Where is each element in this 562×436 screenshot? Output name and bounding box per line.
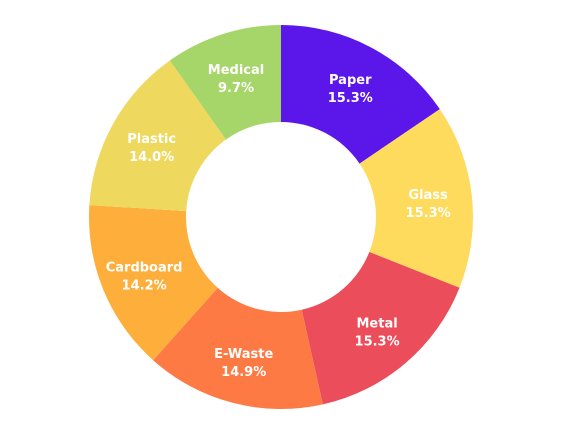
- slice-label-medical: Medical: [208, 63, 264, 78]
- slice-glass: [359, 109, 473, 288]
- slice-medical: [169, 25, 281, 140]
- slice-value-label-medical: 9.7%: [218, 81, 254, 96]
- slice-value-label-metal: 15.3%: [355, 335, 400, 350]
- slice-e-waste: [153, 287, 323, 409]
- slice-plastic: [89, 60, 226, 212]
- slice-metal: [301, 251, 460, 405]
- slices-layer: [89, 25, 473, 409]
- slice-label-glass: Glass: [408, 188, 448, 203]
- slice-value-label-paper: 15.3%: [328, 91, 373, 106]
- slice-label-metal: Metal: [356, 317, 397, 332]
- slice-value-label-plastic: 14.0%: [129, 150, 174, 165]
- labels-layer: Paper 15.3% Glass 15.3% Metal 15.3% E-Waste 14.…: [106, 63, 451, 380]
- slice-label-e-waste: E-Waste: [214, 347, 273, 362]
- slice-cardboard: [89, 205, 218, 361]
- slice-paper: [281, 25, 440, 164]
- slice-value-label-e-waste: 14.9%: [221, 365, 266, 380]
- slice-value-label-glass: 15.3%: [406, 206, 451, 221]
- slice-label-paper: Paper: [329, 73, 372, 88]
- slice-label-plastic: Plastic: [127, 132, 176, 147]
- slice-label-cardboard: Cardboard: [106, 260, 183, 275]
- slice-value-label-cardboard: 14.2%: [122, 278, 167, 293]
